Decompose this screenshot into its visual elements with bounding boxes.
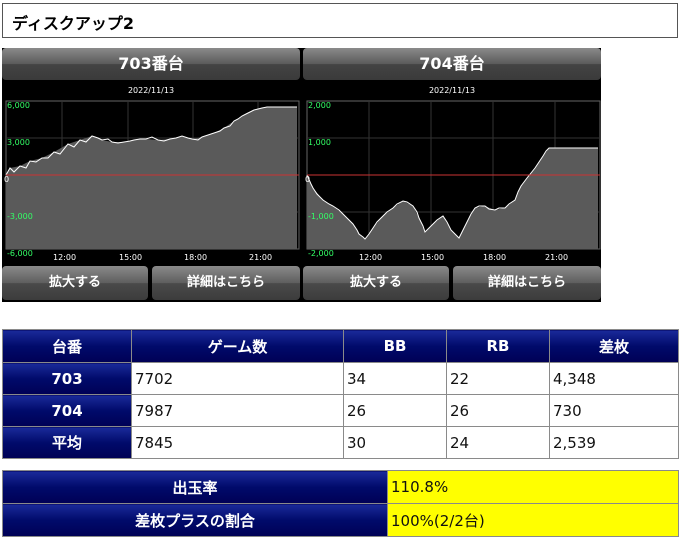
table-row: 703 7702 34 22 4,348	[2, 362, 679, 395]
row-machine-id[interactable]: 703	[2, 362, 132, 395]
chart-date: 2022/11/13	[127, 86, 175, 95]
machine-title[interactable]: 703番台	[2, 48, 300, 80]
games-cell: 7845	[131, 426, 344, 459]
bb-cell: 26	[343, 394, 447, 427]
plus-ratio-value: 100%(2/2台)	[387, 503, 679, 537]
row-machine-id[interactable]: 704	[2, 394, 132, 427]
diff-cell: 4,348	[549, 362, 679, 395]
y-tick: -2,000	[308, 249, 334, 258]
table-row: 平均 7845 30 24 2,539	[2, 426, 679, 459]
col-header: RB	[446, 329, 550, 363]
rb-cell: 24	[446, 426, 550, 459]
summary-row-payout: 出玉率 110.8%	[2, 470, 679, 504]
y-tick: -6,000	[7, 249, 33, 258]
machine-panel-703: 703番台 2022/11/13 6,000 3,000 0 -3,000 -6…	[2, 48, 300, 302]
table-row: 704 7987 26 26 730	[2, 394, 679, 427]
rb-cell: 26	[446, 394, 550, 427]
slump-chart-704[interactable]: 2,000 1,000 0 -1,000 -2,000 12:00 15:00 …	[303, 96, 601, 264]
payout-value: 110.8%	[387, 470, 679, 504]
games-cell: 7987	[131, 394, 344, 427]
page-title-box: ディスクアップ2	[2, 3, 678, 38]
y-tick: 0	[4, 175, 9, 184]
diff-cell: 730	[549, 394, 679, 427]
slump-area	[307, 148, 598, 249]
plus-ratio-label: 差枚プラスの割合	[2, 503, 388, 537]
chart-date: 2022/11/13	[428, 86, 476, 95]
games-cell: 7702	[131, 362, 344, 395]
slump-area	[6, 107, 297, 249]
y-tick: 1,000	[308, 138, 331, 147]
x-tick: 12:00	[359, 253, 382, 262]
slump-chart-703[interactable]: 6,000 3,000 0 -3,000 -6,000 12:00 15:00 …	[2, 96, 300, 264]
y-tick: -1,000	[308, 212, 334, 221]
rb-cell: 22	[446, 362, 550, 395]
y-tick: 0	[305, 175, 310, 184]
x-tick: 12:00	[53, 253, 76, 262]
slump-line	[306, 147, 598, 240]
x-tick: 15:00	[119, 253, 142, 262]
expand-button[interactable]: 拡大する	[2, 266, 148, 300]
x-tick: 21:00	[545, 253, 568, 262]
row-average-label: 平均	[2, 426, 132, 459]
y-tick: -3,000	[7, 212, 33, 221]
x-tick: 15:00	[421, 253, 444, 262]
bb-cell: 30	[343, 426, 447, 459]
machine-graphs: 703番台 2022/11/13 6,000 3,000 0 -3,000 -6…	[2, 48, 601, 302]
col-header: BB	[343, 329, 447, 363]
bb-cell: 34	[343, 362, 447, 395]
y-tick: 3,000	[7, 138, 30, 147]
stats-table: 台番 ゲーム数 BB RB 差枚 703 7702 34 22 4,348 70…	[2, 329, 679, 459]
col-header: ゲーム数	[131, 329, 344, 363]
machine-title[interactable]: 704番台	[303, 48, 601, 80]
summary-row-plus-ratio: 差枚プラスの割合 100%(2/2台)	[2, 503, 679, 537]
detail-button[interactable]: 詳細はこちら	[152, 266, 300, 300]
y-tick: 2,000	[308, 101, 331, 110]
col-header: 差枚	[549, 329, 679, 363]
detail-button[interactable]: 詳細はこちら	[453, 266, 601, 300]
payout-label: 出玉率	[2, 470, 388, 504]
machine-panel-704: 704番台 2022/11/13 2,000 1,000 0 -1,000 -2…	[303, 48, 601, 302]
y-tick: 6,000	[7, 101, 30, 110]
summary-table: 出玉率 110.8% 差枚プラスの割合 100%(2/2台)	[2, 470, 679, 537]
page-title: ディスクアップ2	[12, 14, 135, 33]
col-header: 台番	[2, 329, 132, 363]
x-tick: 18:00	[483, 253, 506, 262]
x-tick: 21:00	[249, 253, 272, 262]
diff-cell: 2,539	[549, 426, 679, 459]
stats-header-row: 台番 ゲーム数 BB RB 差枚	[2, 329, 679, 363]
slump-line	[5, 106, 297, 176]
expand-button[interactable]: 拡大する	[303, 266, 449, 300]
x-tick: 18:00	[184, 253, 207, 262]
